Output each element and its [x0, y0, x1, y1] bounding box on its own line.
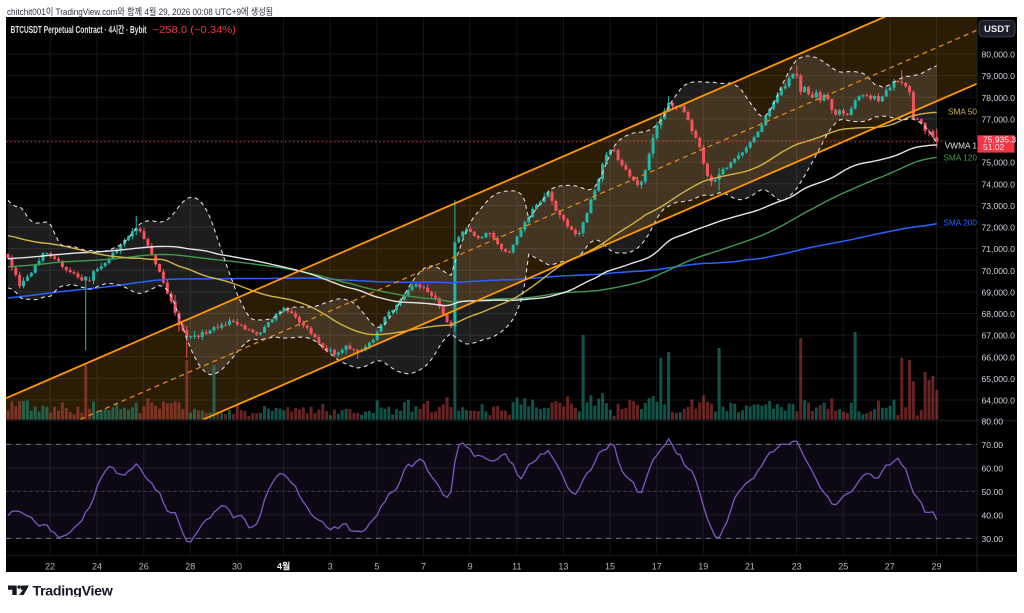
- svg-text:VWMA 1: VWMA 1: [945, 141, 978, 151]
- svg-text:64,000.0: 64,000.0: [982, 396, 1016, 406]
- svg-text:71,000.0: 71,000.0: [982, 244, 1016, 254]
- svg-text:5: 5: [374, 561, 379, 571]
- svg-text:77,000.0: 77,000.0: [982, 114, 1016, 124]
- svg-text:13: 13: [558, 561, 568, 571]
- svg-text:7: 7: [421, 561, 426, 571]
- svg-text:17: 17: [652, 561, 662, 571]
- svg-text:70.00: 70.00: [982, 440, 1004, 450]
- svg-text:67,000.0: 67,000.0: [982, 331, 1016, 341]
- svg-text:15: 15: [605, 561, 615, 571]
- svg-text:SMA 120: SMA 120: [943, 153, 977, 163]
- svg-text:66,000.0: 66,000.0: [982, 352, 1016, 362]
- svg-text:24: 24: [92, 561, 102, 571]
- svg-text:73,000.0: 73,000.0: [982, 201, 1016, 211]
- svg-text:26: 26: [139, 561, 149, 571]
- svg-text:BTCUSDT Perpetual Contract · 4: BTCUSDT Perpetual Contract · 4시간 · Bybit: [11, 23, 147, 36]
- svg-text:3: 3: [328, 561, 333, 571]
- svg-text:70,000.0: 70,000.0: [982, 266, 1016, 276]
- svg-text:65,000.0: 65,000.0: [982, 374, 1016, 384]
- svg-text:19: 19: [698, 561, 708, 571]
- svg-text:75,935.3: 75,935.3: [983, 134, 1016, 144]
- svg-text:75,000.0: 75,000.0: [982, 158, 1016, 168]
- svg-text:22: 22: [45, 561, 55, 571]
- svg-text:60.00: 60.00: [982, 463, 1004, 473]
- svg-text:68,000.0: 68,000.0: [982, 309, 1016, 319]
- svg-text:SMA 50: SMA 50: [948, 106, 977, 116]
- svg-text:11: 11: [512, 561, 521, 571]
- svg-text:30: 30: [232, 561, 242, 571]
- svg-text:80.00: 80.00: [982, 416, 1004, 426]
- svg-text:40.00: 40.00: [982, 510, 1004, 520]
- svg-text:51:02: 51:02: [983, 142, 1005, 152]
- svg-text:SMA 200: SMA 200: [943, 217, 977, 227]
- svg-text:28: 28: [185, 561, 195, 571]
- svg-text:50.00: 50.00: [982, 487, 1004, 497]
- svg-text:72,000.0: 72,000.0: [982, 223, 1016, 233]
- svg-text:74,000.0: 74,000.0: [982, 179, 1016, 189]
- svg-text:29: 29: [931, 561, 941, 571]
- svg-text:TradingView: TradingView: [33, 585, 114, 597]
- svg-text:78,000.0: 78,000.0: [982, 93, 1016, 103]
- svg-text:27: 27: [885, 561, 895, 571]
- svg-text:80,000.0: 80,000.0: [982, 50, 1016, 60]
- svg-text:−258.0 (−0.34%): −258.0 (−0.34%): [153, 25, 237, 36]
- svg-text:USDT: USDT: [984, 24, 1010, 35]
- svg-text:23: 23: [792, 561, 802, 571]
- svg-text:30.00: 30.00: [982, 534, 1004, 544]
- svg-text:21: 21: [745, 561, 755, 571]
- svg-text:79,000.0: 79,000.0: [982, 71, 1016, 81]
- svg-text:69,000.0: 69,000.0: [982, 287, 1016, 297]
- svg-text:9: 9: [468, 561, 473, 571]
- svg-text:4월: 4월: [277, 560, 290, 571]
- svg-text:25: 25: [838, 561, 848, 571]
